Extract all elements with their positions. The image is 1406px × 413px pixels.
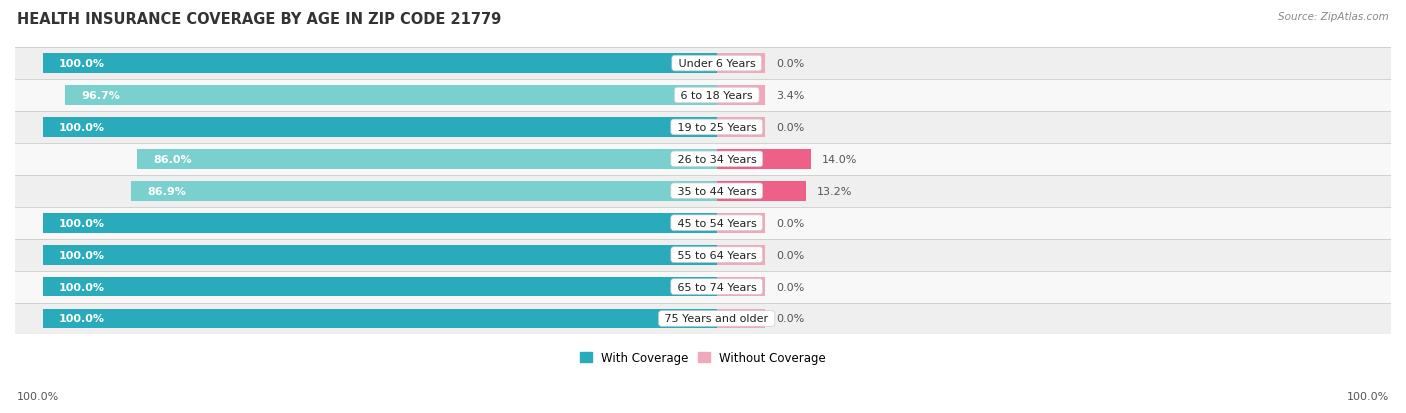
Legend: With Coverage, Without Coverage: With Coverage, Without Coverage bbox=[575, 347, 831, 369]
Bar bbox=[15, 271, 1391, 303]
Text: 100.0%: 100.0% bbox=[59, 123, 105, 133]
Bar bbox=[15, 144, 1391, 176]
Bar bbox=[42, 277, 717, 297]
Text: 0.0%: 0.0% bbox=[776, 250, 804, 260]
Text: 0.0%: 0.0% bbox=[776, 123, 804, 133]
Bar bbox=[131, 181, 717, 201]
Bar bbox=[717, 118, 765, 138]
Bar bbox=[15, 176, 1391, 207]
Text: 96.7%: 96.7% bbox=[82, 91, 120, 101]
Text: 3.4%: 3.4% bbox=[776, 91, 804, 101]
Text: 19 to 25 Years: 19 to 25 Years bbox=[673, 123, 759, 133]
Text: 35 to 44 Years: 35 to 44 Years bbox=[673, 186, 759, 196]
Bar bbox=[42, 213, 717, 233]
Text: 45 to 54 Years: 45 to 54 Years bbox=[673, 218, 759, 228]
Text: 100.0%: 100.0% bbox=[1347, 392, 1389, 401]
Bar bbox=[15, 239, 1391, 271]
Bar bbox=[15, 303, 1391, 335]
Bar bbox=[717, 309, 765, 329]
Text: 14.0%: 14.0% bbox=[823, 154, 858, 164]
Bar bbox=[42, 118, 717, 138]
Bar bbox=[717, 181, 806, 201]
Text: 86.9%: 86.9% bbox=[148, 186, 186, 196]
Text: Source: ZipAtlas.com: Source: ZipAtlas.com bbox=[1278, 12, 1389, 22]
Text: 100.0%: 100.0% bbox=[59, 218, 105, 228]
Text: 100.0%: 100.0% bbox=[59, 59, 105, 69]
Bar bbox=[15, 80, 1391, 112]
Bar bbox=[717, 277, 765, 297]
Bar bbox=[717, 150, 811, 169]
Bar bbox=[15, 112, 1391, 144]
Text: 0.0%: 0.0% bbox=[776, 59, 804, 69]
Text: 86.0%: 86.0% bbox=[153, 154, 193, 164]
Text: 100.0%: 100.0% bbox=[59, 250, 105, 260]
Bar bbox=[42, 245, 717, 265]
Text: 13.2%: 13.2% bbox=[817, 186, 852, 196]
Bar bbox=[717, 245, 765, 265]
Bar bbox=[15, 48, 1391, 80]
Text: 0.0%: 0.0% bbox=[776, 314, 804, 324]
Bar bbox=[717, 86, 765, 106]
Text: 0.0%: 0.0% bbox=[776, 282, 804, 292]
Bar bbox=[65, 86, 717, 106]
Text: 65 to 74 Years: 65 to 74 Years bbox=[673, 282, 759, 292]
Bar bbox=[42, 309, 717, 329]
Text: 6 to 18 Years: 6 to 18 Years bbox=[678, 91, 756, 101]
Text: 100.0%: 100.0% bbox=[17, 392, 59, 401]
Bar bbox=[42, 54, 717, 74]
Bar bbox=[717, 213, 765, 233]
Text: 75 Years and older: 75 Years and older bbox=[661, 314, 772, 324]
Bar bbox=[15, 207, 1391, 239]
Bar bbox=[136, 150, 717, 169]
Text: Under 6 Years: Under 6 Years bbox=[675, 59, 759, 69]
Text: 0.0%: 0.0% bbox=[776, 218, 804, 228]
Bar bbox=[717, 54, 765, 74]
Text: 26 to 34 Years: 26 to 34 Years bbox=[673, 154, 759, 164]
Text: 100.0%: 100.0% bbox=[59, 282, 105, 292]
Text: 100.0%: 100.0% bbox=[59, 314, 105, 324]
Text: 55 to 64 Years: 55 to 64 Years bbox=[673, 250, 759, 260]
Text: HEALTH INSURANCE COVERAGE BY AGE IN ZIP CODE 21779: HEALTH INSURANCE COVERAGE BY AGE IN ZIP … bbox=[17, 12, 501, 27]
